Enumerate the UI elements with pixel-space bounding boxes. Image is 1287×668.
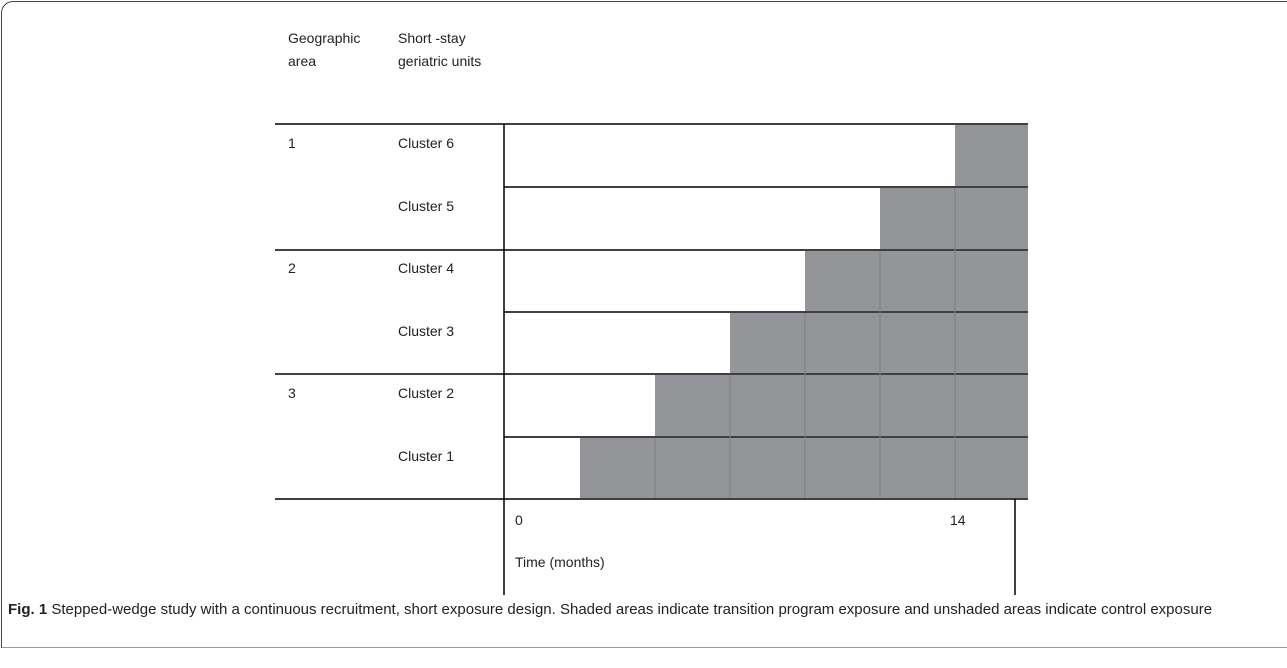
column-header: Geographic area [288, 30, 361, 69]
cluster-label: Cluster 3 [398, 322, 455, 339]
axis-label: Time (months) [515, 554, 605, 570]
area-label: 2 [288, 260, 296, 276]
area-label: 1 [288, 135, 296, 151]
cluster-label: Cluster 2 [398, 385, 455, 401]
area-label: 3 [288, 385, 296, 401]
axis-start: 0 [515, 512, 523, 528]
cluster-label: Cluster 4 [398, 260, 455, 276]
figure-frame [1, 1, 1287, 648]
cluster-label: Cluster 5 [398, 197, 455, 214]
caption-text: Stepped-wedge study with a continuous re… [51, 601, 1213, 618]
column-header: Short -stay geriatric units [398, 30, 482, 69]
cluster-label: Cluster 6 [398, 135, 455, 151]
caption: Fig. 1 Stepped-wedge study with a contin… [8, 598, 1278, 621]
axis-end: 14 [950, 512, 966, 528]
cluster-label: Cluster 1 [398, 447, 455, 464]
exposure-shading [580, 125, 1028, 498]
caption-label: Fig. 1 [8, 601, 48, 618]
